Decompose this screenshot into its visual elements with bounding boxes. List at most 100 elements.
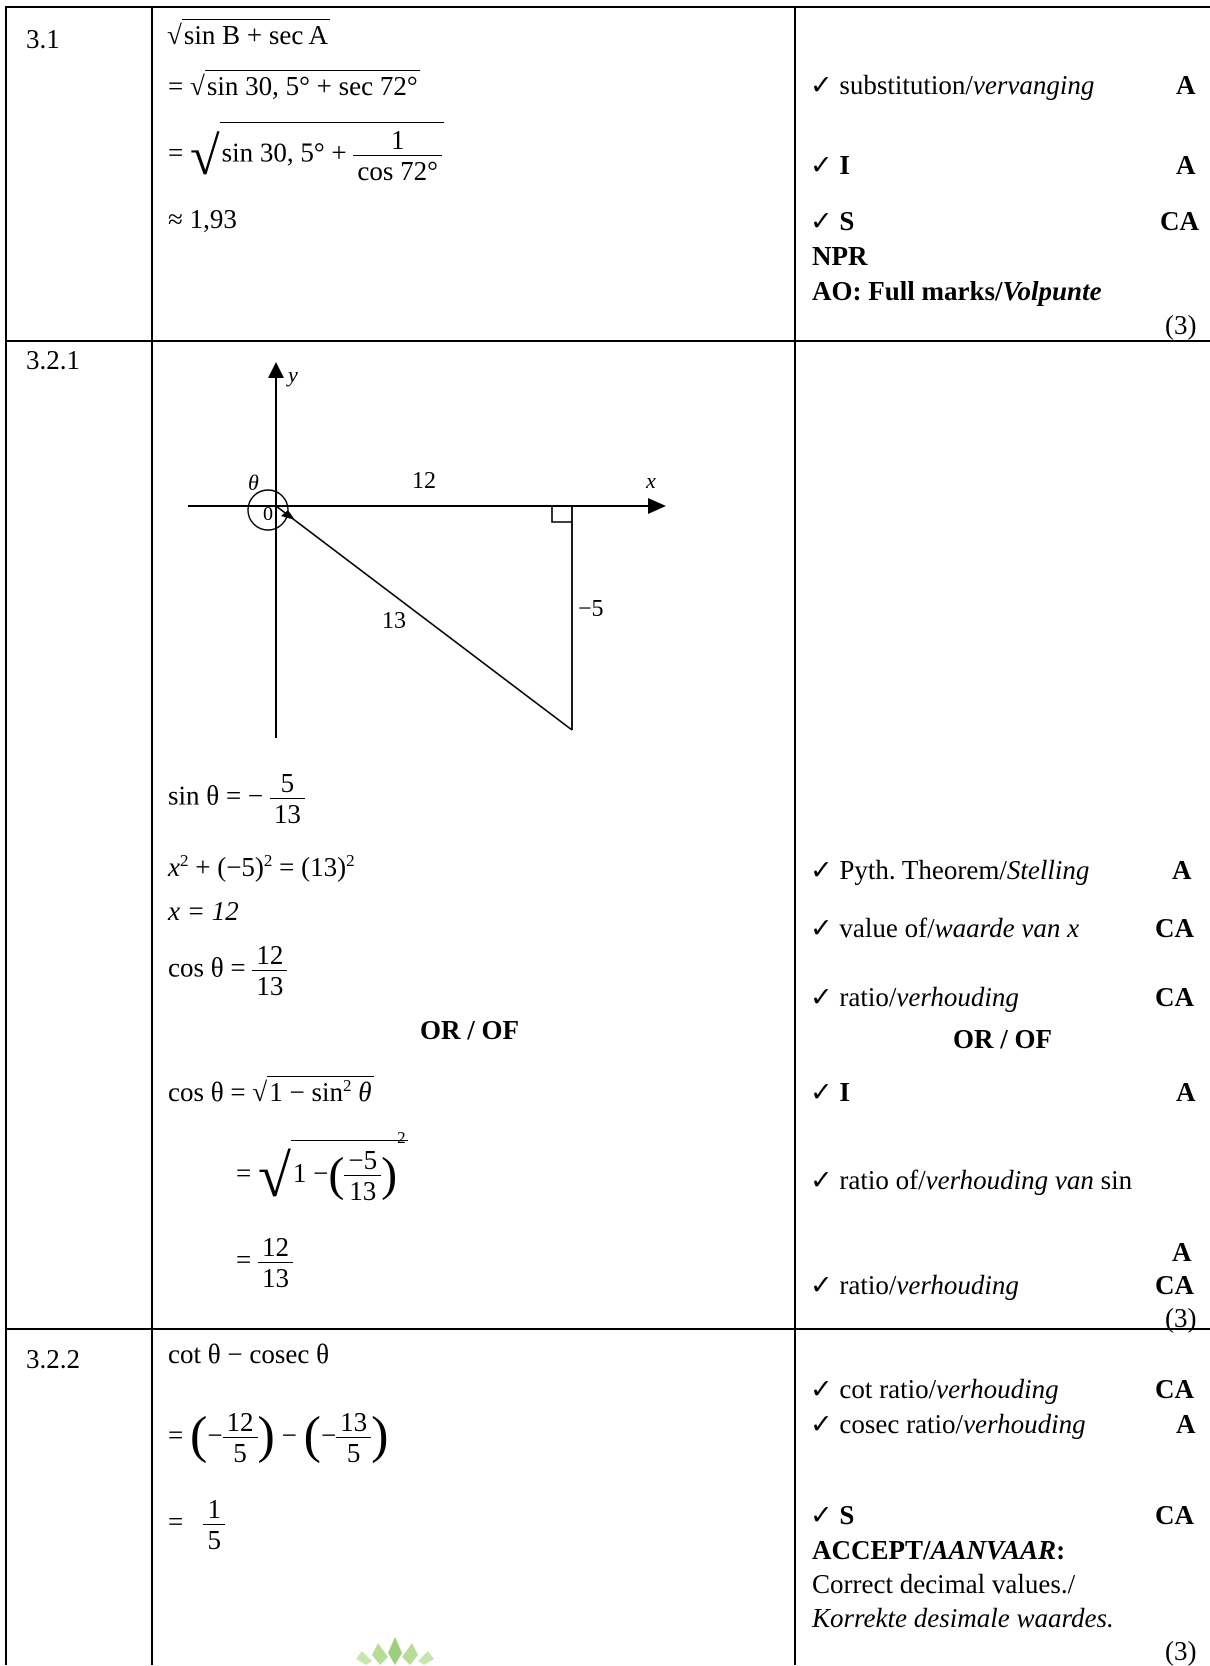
row-divider-2: [5, 1328, 1210, 1330]
memo-text-italic: waarde van x: [934, 913, 1080, 943]
expression-line-4: ≈ 1,93: [168, 204, 237, 234]
column-divider-1: [151, 6, 153, 1665]
check-icon: ✓: [810, 982, 833, 1012]
root-sign: √: [189, 125, 220, 186]
memo-text: cosec ratio/: [839, 1409, 964, 1439]
memo-item: ✓ cosec ratio/verhouding: [810, 1409, 1086, 1439]
radicand-text: 1 −: [292, 1158, 329, 1188]
memo-text-italic: verhouding: [896, 982, 1019, 1012]
hypotenuse-label: 13: [382, 608, 406, 634]
numerator: 12: [226, 1407, 254, 1438]
memo-item: ✓ value of/waarde van x: [810, 913, 1079, 943]
check-icon: ✓: [810, 1270, 833, 1300]
paren-open: (: [328, 1148, 345, 1201]
column-divider-2: [794, 6, 796, 1665]
exp: 2: [397, 1128, 406, 1147]
fraction: 5 13: [269, 768, 305, 829]
angle-label: θ: [248, 470, 259, 495]
memo-text: ratio/: [839, 1270, 897, 1300]
expr: cos θ =: [168, 952, 246, 983]
memo-item: ✓ S: [810, 1500, 854, 1530]
memo-text: S: [839, 206, 855, 236]
memo-text-italic: verhouding: [936, 1374, 1059, 1404]
memo-text-italic: verhouding: [896, 1270, 1019, 1300]
mark-code: A: [1176, 150, 1196, 180]
mark-code: CA: [1155, 1270, 1194, 1300]
mark-code: A: [1176, 1409, 1196, 1439]
x-value-line: x = 12: [168, 896, 239, 926]
expression-line-2: = √sin 30, 5° + sec 72°: [168, 70, 420, 101]
exp: 2: [346, 851, 355, 870]
mark-code: A: [1172, 1237, 1192, 1267]
expr: =: [168, 1506, 184, 1537]
root-sign: √: [257, 1143, 291, 1209]
mark-code: A: [1176, 1077, 1196, 1107]
origin-label: 0: [263, 503, 273, 525]
memo-text: I: [839, 1077, 850, 1107]
x-axis-label: x: [645, 468, 656, 493]
denominator: 5: [203, 1524, 225, 1555]
right-angle-marker: [551, 506, 572, 523]
expression-line-3: = √sin 30, 5° + 1 cos 72°: [168, 122, 444, 186]
fraction: 12 13: [252, 940, 288, 1001]
radicand-text: sin 30, 5° +: [221, 137, 347, 168]
denominator: 13: [257, 1262, 293, 1293]
var: x: [168, 852, 180, 882]
check-icon: ✓: [810, 150, 833, 180]
denominator: 13: [269, 798, 305, 829]
check-icon: ✓: [810, 855, 833, 885]
question-number: 3.2.1: [26, 345, 80, 375]
sin-line: sin θ = − 5 13: [168, 768, 305, 829]
paren-close: ): [371, 1407, 389, 1464]
root-sign: √: [167, 20, 182, 50]
opposite-label: −5: [578, 596, 604, 622]
angle-arrow-icon: [281, 510, 295, 520]
memo-text: ratio of/: [839, 1165, 926, 1195]
y-axis-label: y: [286, 362, 298, 387]
root-sign: √: [252, 1077, 268, 1107]
or-divider: OR / OF: [420, 1015, 519, 1045]
adjacent-label: 12: [412, 468, 436, 494]
denominator: 13: [344, 1175, 382, 1206]
table-border-top: [5, 6, 1210, 8]
denominator: 5: [336, 1437, 372, 1468]
radicand: sin B + sec A: [181, 19, 331, 50]
expr: cos θ =: [168, 1077, 246, 1107]
memo-item: ✓ substitution/vervanging: [810, 70, 1094, 100]
numerator: −5: [348, 1145, 378, 1176]
fraction: 13 5: [336, 1407, 372, 1468]
question-number: 3.1: [26, 24, 60, 54]
x-axis-arrow-icon: [648, 498, 666, 514]
exp: 2: [342, 1076, 352, 1095]
memo-text-italic: vervanging: [972, 70, 1095, 100]
pythagoras-line: x2 + (−5)2 = (13)2: [168, 851, 355, 882]
paren-open: (: [303, 1407, 321, 1464]
radicand: sin 30, 5° + sec 72°: [204, 70, 420, 101]
numerator: 13: [340, 1407, 368, 1438]
memo-text: AO: Full marks/: [812, 276, 1003, 306]
memo-text: sin: [1093, 1165, 1133, 1195]
paren-close: ): [257, 1407, 275, 1464]
check-icon: ✓: [810, 1409, 833, 1439]
memo-item: ✓ cot ratio/verhouding: [810, 1374, 1059, 1404]
check-icon: ✓: [810, 1165, 833, 1195]
memo-text: :: [1056, 1535, 1066, 1565]
sub-total: (3): [1165, 1636, 1197, 1666]
memo-item: ✓ I: [810, 1077, 850, 1107]
cos-identity-line: cos θ = √1 − sin2 θ: [168, 1076, 374, 1107]
fraction: −5 13: [344, 1145, 382, 1206]
memo-note: Korrekte desimale waardes.: [812, 1603, 1114, 1633]
memo-item: ✓ ratio/verhouding: [810, 982, 1019, 1012]
sub-total: (3): [1165, 1303, 1197, 1333]
expr: sin θ = −: [168, 780, 264, 811]
memo-text: I: [839, 150, 850, 180]
y-axis-arrow-icon: [268, 362, 284, 378]
expression-line-1: √sin B + sec A: [167, 19, 331, 50]
or-divider: OR / OF: [953, 1024, 1052, 1054]
numerator: 1: [390, 125, 405, 155]
check-icon: ✓: [810, 1077, 833, 1107]
mark-code: CA: [1155, 913, 1194, 943]
expr: + (−5): [188, 852, 264, 882]
radicand: 1 −(−5 13)2: [290, 1128, 408, 1206]
